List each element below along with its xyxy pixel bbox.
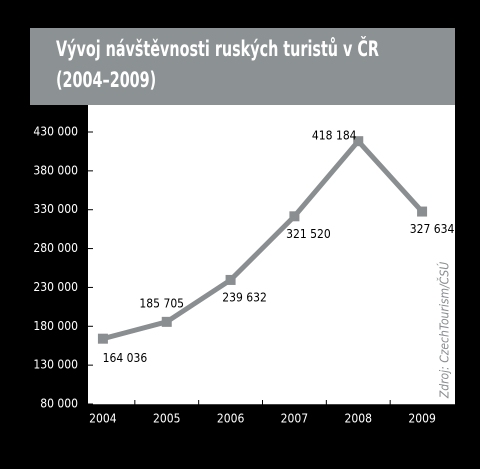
line	[102, 137, 424, 342]
y-tick-label: 430 000	[33, 125, 78, 139]
y-tick-label: 130 000	[33, 358, 78, 372]
marker	[225, 274, 236, 285]
marker	[417, 206, 428, 217]
y-tick-label: 80 000	[40, 397, 78, 411]
data-label: 327 634	[410, 222, 455, 236]
header-box	[30, 28, 455, 105]
y-tick-label: 230 000	[33, 280, 78, 294]
x-tick-label: 2008	[345, 412, 373, 426]
y-tick-label: 330 000	[33, 202, 78, 216]
x-tick-label: 2005	[153, 412, 180, 426]
y-tick-label: 280 000	[33, 241, 78, 255]
chart-title: Vývoj návštěvnosti ruských turistů v ČR …	[56, 37, 379, 92]
source-note: Zdroj: CzechTourism/ČSÚ	[437, 262, 452, 399]
data-label: 418 184	[312, 129, 357, 143]
data-label: 239 632	[222, 290, 267, 304]
plot-area	[88, 105, 455, 405]
marker	[97, 333, 108, 344]
marker	[353, 136, 364, 147]
marker	[289, 211, 300, 222]
data-label: 185 705	[139, 296, 184, 310]
x-tick-label: 2007	[281, 412, 308, 426]
y-tick-label: 180 000	[33, 319, 78, 333]
data-label: 164 036	[103, 351, 148, 365]
x-tick-label: 2009	[408, 412, 436, 426]
marker	[161, 316, 172, 327]
data-label: 321 520	[286, 227, 331, 241]
x-tick-label: 2004	[89, 412, 117, 426]
x-tick-label: 2006	[217, 412, 245, 426]
y-tick-label: 380 000	[33, 163, 78, 177]
